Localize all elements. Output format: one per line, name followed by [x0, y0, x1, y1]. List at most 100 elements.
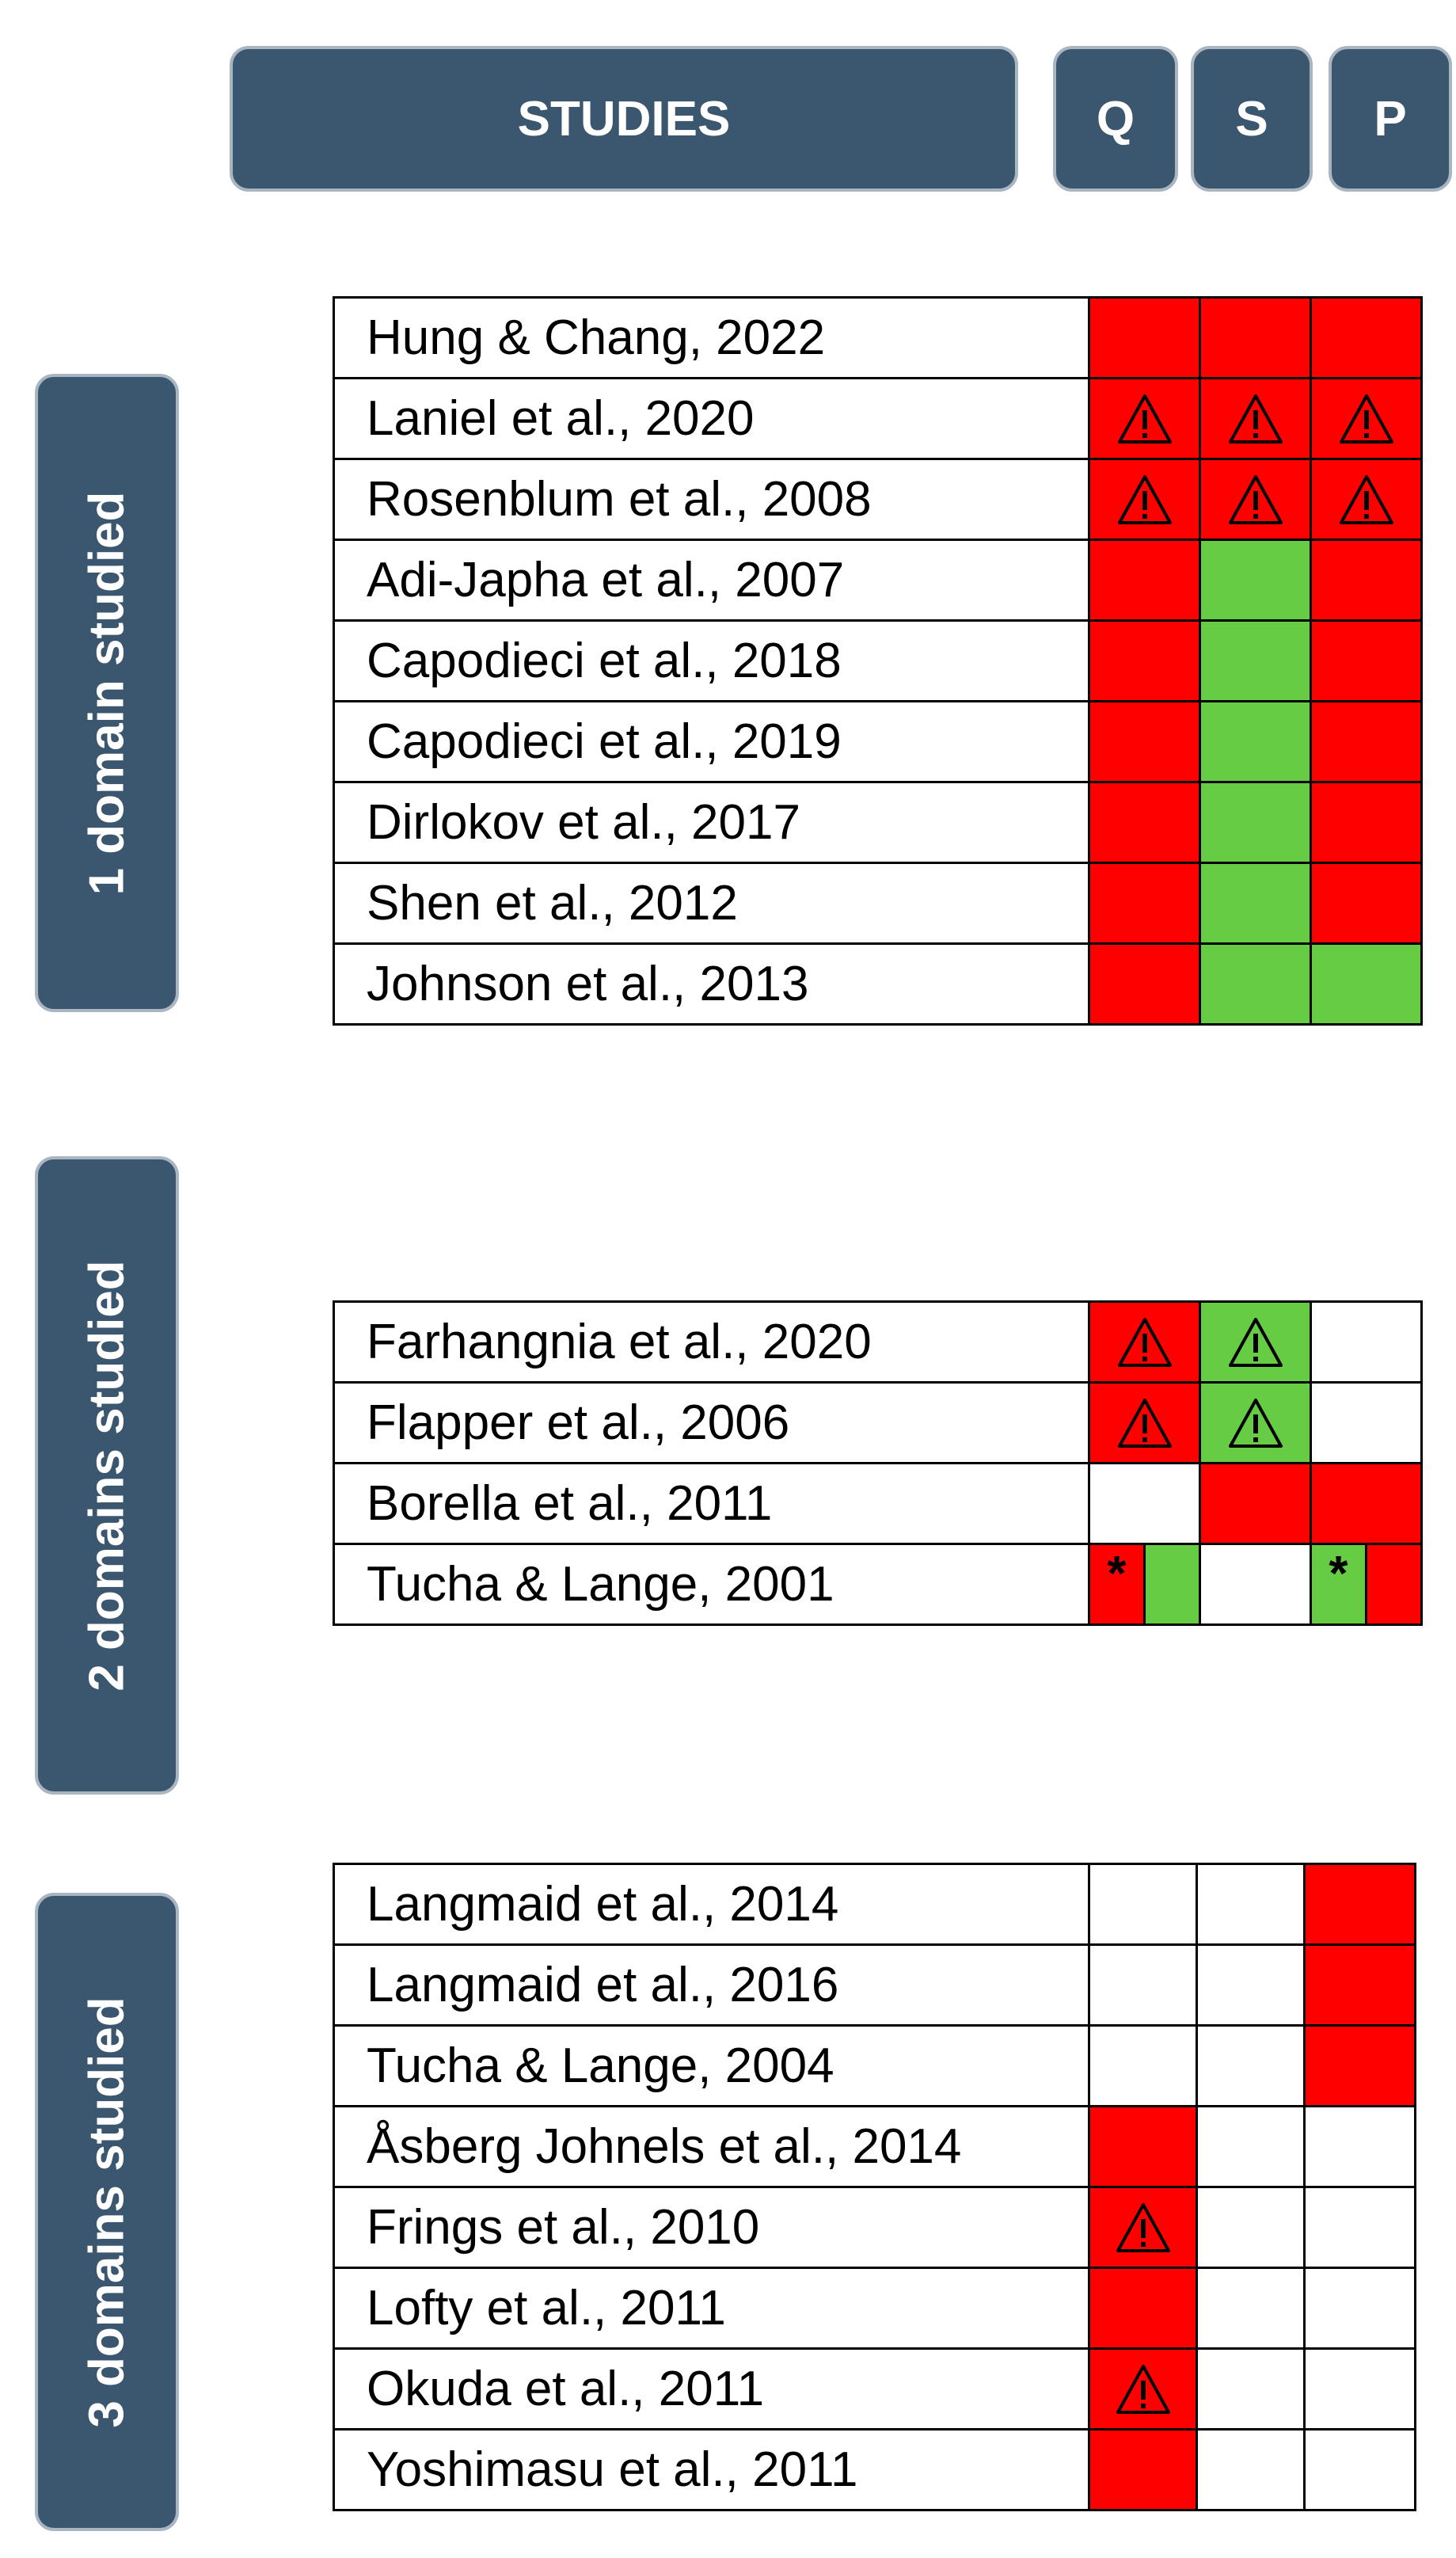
column-header-q: Q	[1053, 46, 1178, 192]
table-row: Capodieci et al., 2019	[333, 700, 1423, 783]
study-name: Tucha & Lange, 2004	[333, 2024, 1090, 2107]
column-header-s: S	[1191, 46, 1313, 192]
study-name: Flapper et al., 2006	[333, 1381, 1090, 1464]
studies-table-2-domains: Farhangnia et al., 2020 Flapper et al., 2…	[333, 1300, 1423, 1626]
rating-cell-s	[1199, 1300, 1312, 1384]
rating-cell-q: *	[1088, 1543, 1201, 1626]
rating-cell-p	[1310, 942, 1423, 1026]
study-name: Rosenblum et al., 2008	[333, 458, 1090, 541]
asterisk-mark: *	[1329, 1547, 1348, 1601]
rating-cell-s	[1196, 2428, 1306, 2511]
rating-cell-s	[1199, 700, 1312, 783]
rating-cell-s	[1199, 862, 1312, 945]
table-row: Borella et al., 2011	[333, 1462, 1423, 1545]
rating-cell-q	[1088, 1381, 1201, 1464]
studies-header: STUDIES	[230, 46, 1018, 192]
table-row: Dirlokov et al., 2017	[333, 781, 1423, 864]
table-row: Rosenblum et al., 2008	[333, 458, 1423, 541]
rating-cell-q	[1088, 1300, 1201, 1384]
study-name: Langmaid et al., 2014	[333, 1863, 1090, 1946]
column-header-p: P	[1329, 46, 1452, 192]
study-name: Lofty et al., 2011	[333, 2267, 1090, 2350]
rating-cell-part	[1146, 1545, 1199, 1623]
rating-cell-p	[1303, 2105, 1416, 2188]
rating-cell-p	[1310, 619, 1423, 702]
rating-cell-q	[1088, 1863, 1198, 1946]
warning-icon	[1339, 394, 1393, 443]
rating-cell-p	[1303, 2428, 1416, 2511]
study-name: Farhangnia et al., 2020	[333, 1300, 1090, 1384]
rating-cell-p	[1310, 377, 1423, 460]
study-name: Laniel et al., 2020	[333, 377, 1090, 460]
rating-cell-p	[1310, 539, 1423, 622]
rating-cell-s	[1196, 2105, 1306, 2188]
rating-cell-q	[1088, 2105, 1198, 2188]
table-row: Laniel et al., 2020	[333, 377, 1423, 460]
rating-cell-part	[1367, 1545, 1420, 1623]
rating-cell-s	[1199, 539, 1312, 622]
rating-cell-p	[1310, 1300, 1423, 1384]
rating-cell-s	[1199, 1543, 1312, 1626]
rating-cell-q	[1088, 1943, 1198, 2027]
rating-cell-s	[1196, 2347, 1306, 2430]
group-label-1-domain: 1 domain studied	[35, 374, 179, 1012]
rating-cell-s	[1199, 377, 1312, 460]
table-row: Shen et al., 2012	[333, 862, 1423, 945]
rating-cell-s	[1199, 942, 1312, 1026]
rating-cell-p	[1303, 2186, 1416, 2269]
rating-cell-s	[1199, 619, 1312, 702]
rating-cell-q	[1088, 2024, 1198, 2107]
rating-cell-p	[1303, 2267, 1416, 2350]
rating-cell-p	[1310, 458, 1423, 541]
rating-cell-p	[1310, 1462, 1423, 1545]
rating-cell-q	[1088, 619, 1201, 702]
study-name: Capodieci et al., 2019	[333, 700, 1090, 783]
warning-icon	[1228, 1317, 1283, 1367]
warning-icon	[1228, 394, 1283, 443]
group-label-text: 2 domains studied	[79, 1259, 135, 1692]
table-row: Langmaid et al., 2014	[333, 1863, 1416, 1946]
study-name: Langmaid et al., 2016	[333, 1943, 1090, 2027]
rating-cell-q	[1088, 942, 1201, 1026]
warning-icon	[1228, 1398, 1283, 1448]
study-name: Okuda et al., 2011	[333, 2347, 1090, 2430]
rating-cell-s	[1196, 2186, 1306, 2269]
table-row: Hung & Chang, 2022	[333, 296, 1423, 379]
table-row: Okuda et al., 2011	[333, 2347, 1416, 2430]
table-row: Yoshimasu et al., 2011	[333, 2428, 1416, 2511]
group-label-3-domains: 3 domains studied	[35, 1893, 179, 2531]
table-row: Tucha & Lange, 2001 * *	[333, 1543, 1423, 1626]
rating-cell-p	[1303, 2347, 1416, 2430]
table-row: Flapper et al., 2006	[333, 1381, 1423, 1464]
rating-cell-p	[1310, 296, 1423, 379]
study-name: Capodieci et al., 2018	[333, 619, 1090, 702]
study-name: Borella et al., 2011	[333, 1462, 1090, 1545]
rating-cell-s	[1196, 1863, 1306, 1946]
rating-cell-s	[1199, 1462, 1312, 1545]
table-row: Adi-Japha et al., 2007	[333, 539, 1423, 622]
table-row: Langmaid et al., 2016	[333, 1943, 1416, 2027]
warning-icon	[1117, 394, 1172, 443]
rating-cell-q	[1088, 781, 1201, 864]
rating-cell-s	[1196, 2024, 1306, 2107]
rating-cell-q	[1088, 700, 1201, 783]
rating-cell-q	[1088, 2186, 1198, 2269]
rating-cell-s	[1196, 1943, 1306, 2027]
study-name: Hung & Chang, 2022	[333, 296, 1090, 379]
table-row: Farhangnia et al., 2020	[333, 1300, 1423, 1384]
rating-cell-q	[1088, 2347, 1198, 2430]
study-name: Shen et al., 2012	[333, 862, 1090, 945]
rating-cell-q	[1088, 539, 1201, 622]
warning-icon	[1117, 1317, 1172, 1367]
rating-cell-p	[1310, 862, 1423, 945]
warning-icon	[1117, 474, 1172, 524]
rating-cell-part: *	[1090, 1545, 1146, 1623]
table-row: Frings et al., 2010	[333, 2186, 1416, 2269]
rating-cell-p	[1310, 700, 1423, 783]
study-name: Yoshimasu et al., 2011	[333, 2428, 1090, 2511]
study-name: Tucha & Lange, 2001	[333, 1543, 1090, 1626]
study-name: Åsberg Johnels et al., 2014	[333, 2105, 1090, 2188]
rating-cell-q	[1088, 1462, 1201, 1545]
warning-icon	[1339, 474, 1393, 524]
rating-cell-q	[1088, 2428, 1198, 2511]
